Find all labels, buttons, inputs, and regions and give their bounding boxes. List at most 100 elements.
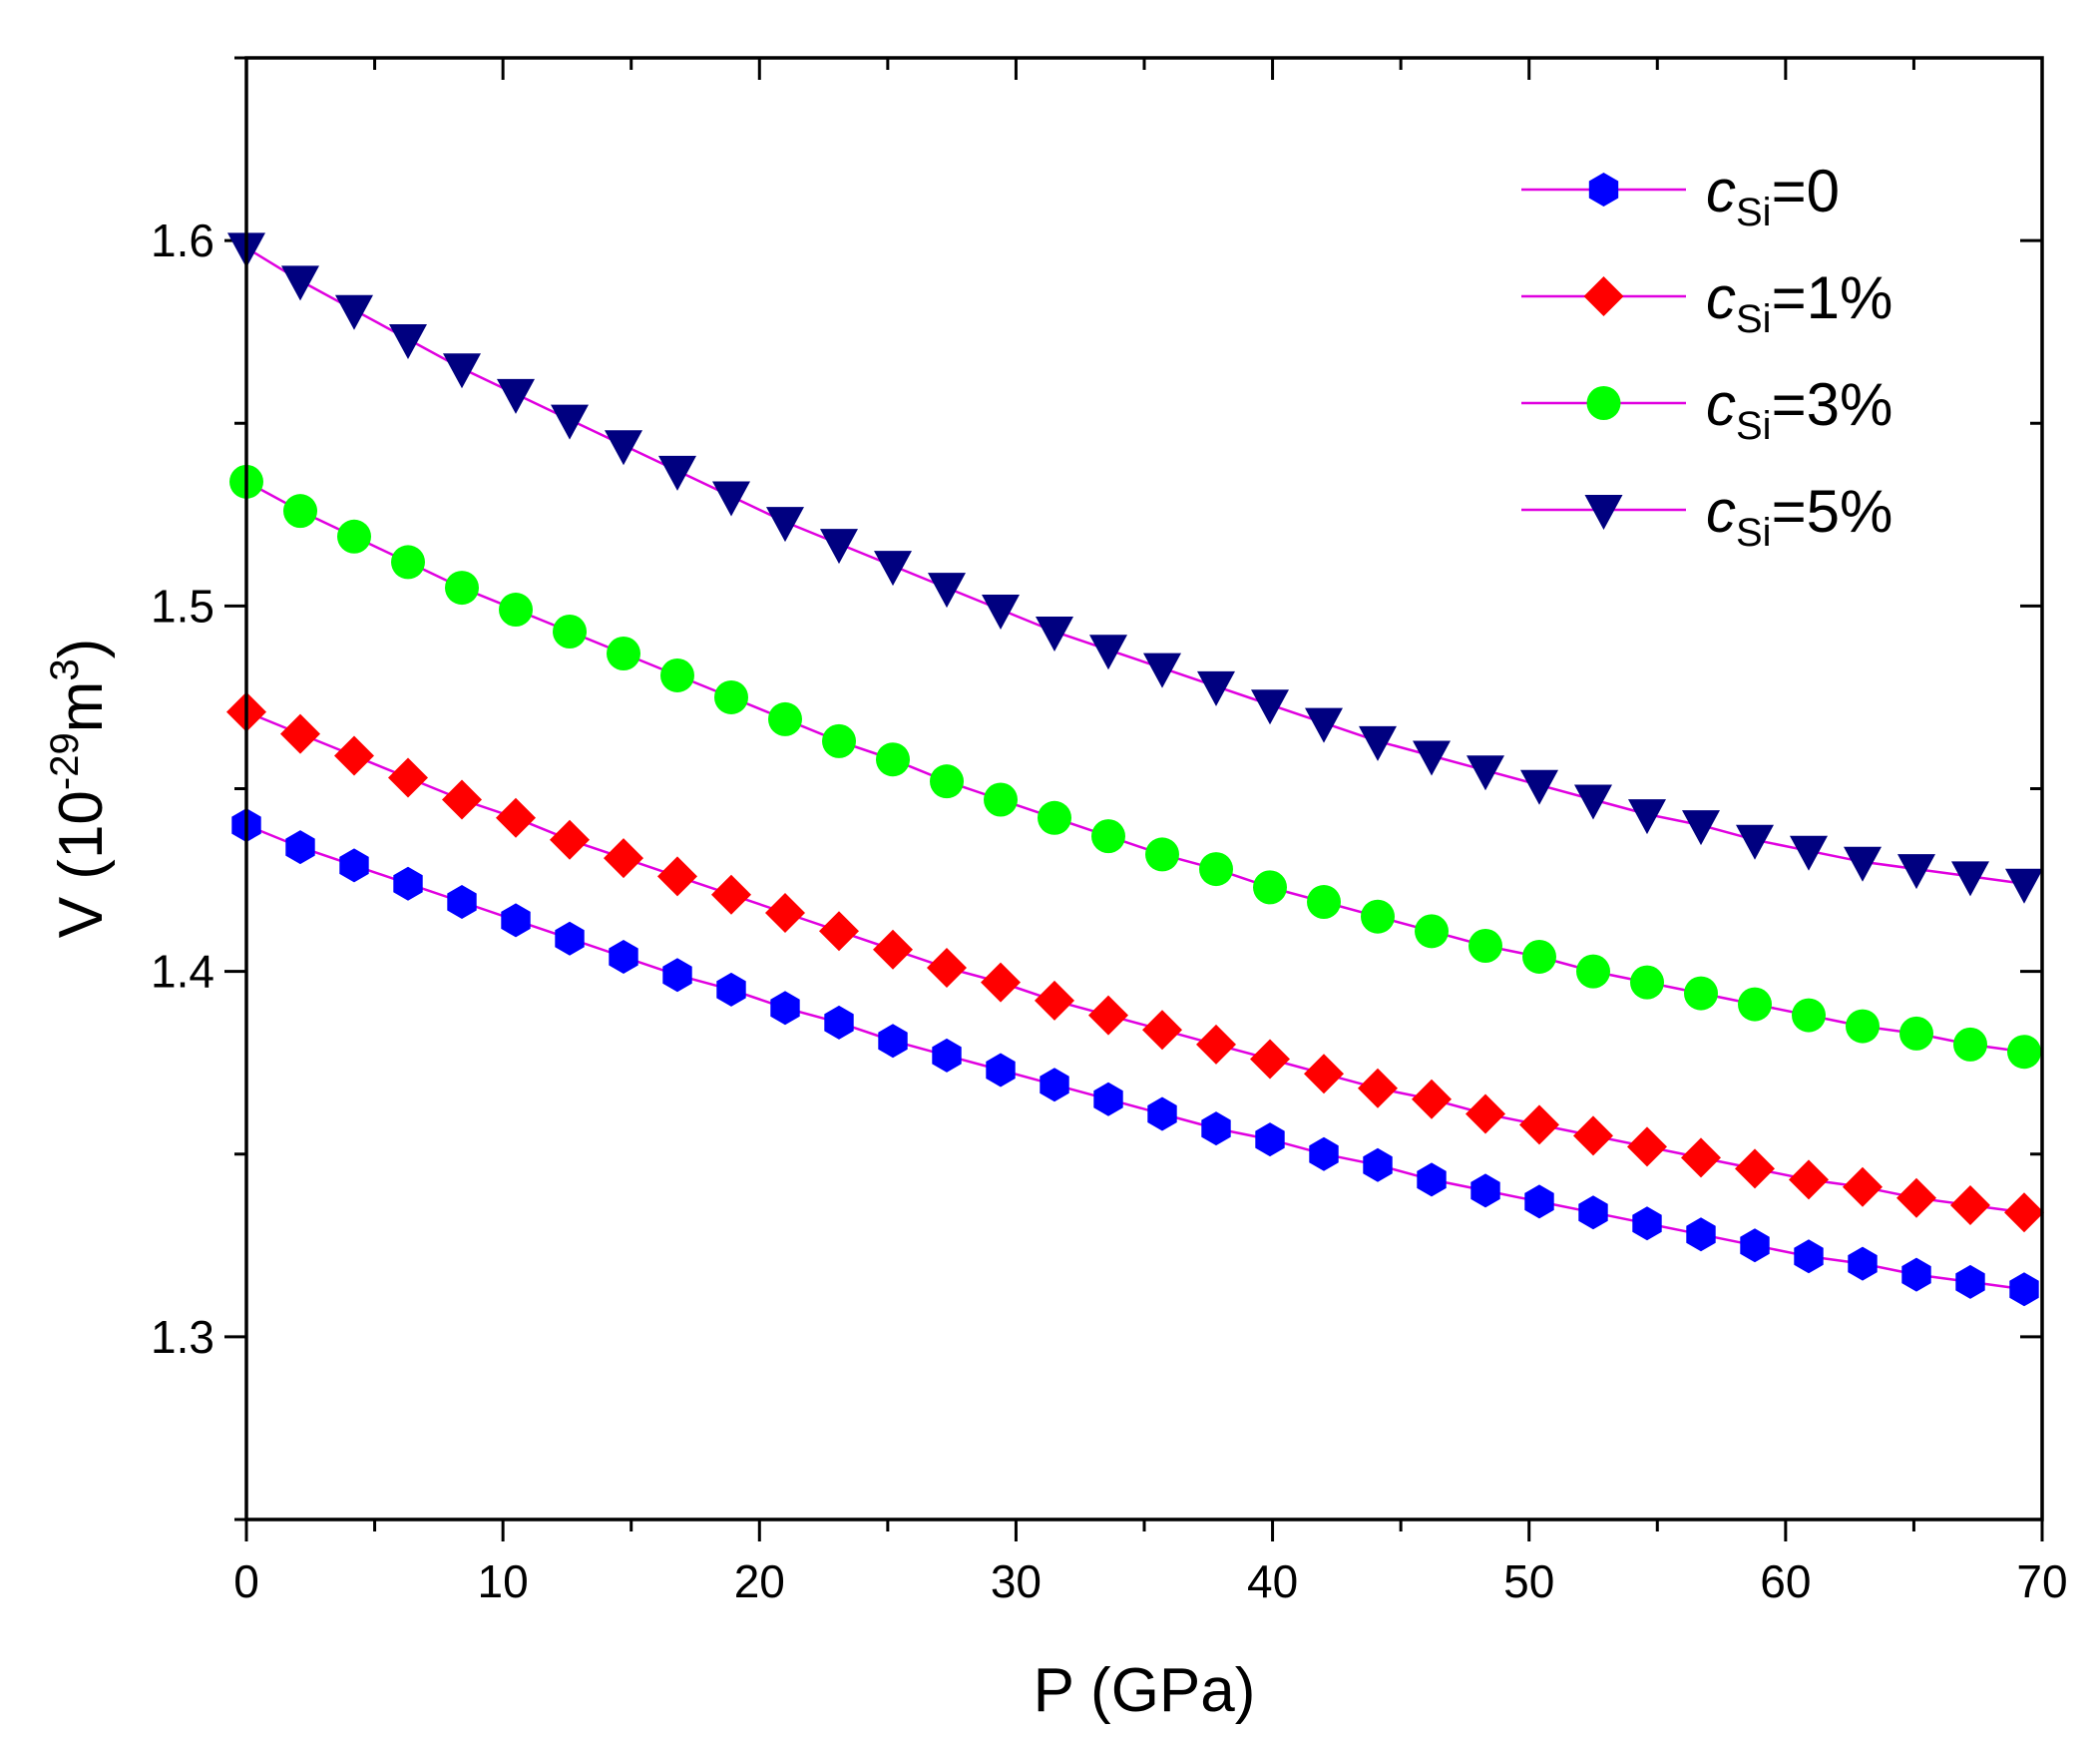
data-point (334, 735, 374, 776)
data-point (1363, 1147, 1393, 1182)
legend-label: cSi=3% (1706, 371, 1892, 448)
data-point (662, 958, 692, 993)
y-axis-title-prefix: V (10 (47, 790, 116, 938)
data-point (927, 948, 967, 988)
data-point (609, 940, 638, 974)
legend-label: cSi=5% (1706, 478, 1892, 555)
data-point (1358, 1068, 1398, 1108)
legend-label-subscript: Si (1736, 511, 1772, 555)
data-point (443, 353, 481, 389)
data-point (280, 713, 320, 754)
data-point (1953, 1027, 1987, 1062)
data-point (1197, 670, 1235, 706)
data-point (389, 324, 427, 359)
y-axis-title-unit-exponent: 3 (43, 658, 87, 680)
y-axis-title: V (10-29m3) (43, 639, 116, 939)
data-point (1361, 899, 1395, 934)
data-point (2005, 868, 2043, 904)
legend-marker (1584, 495, 1623, 530)
data-point (1681, 1137, 1721, 1178)
data-point (2007, 1035, 2041, 1070)
data-point (2004, 1192, 2044, 1233)
y-tick-label: 1.4 (151, 946, 214, 998)
x-tick-label: 40 (1247, 1555, 1298, 1607)
data-point (768, 701, 802, 736)
x-tick-label: 70 (2016, 1555, 2067, 1607)
data-point (1196, 1024, 1236, 1065)
data-point (337, 519, 371, 554)
data-point (1467, 755, 1504, 791)
series-line (245, 246, 2025, 885)
data-point (770, 991, 800, 1026)
data-point (1844, 846, 1882, 882)
data-point (496, 797, 536, 838)
x-axis-title: P (GPa) (1034, 1656, 1256, 1725)
data-point (1897, 854, 1935, 890)
series-1 (231, 808, 2039, 1307)
data-point (607, 636, 640, 670)
y-axis-title-suffix: ) (47, 639, 116, 659)
data-point (1628, 799, 1666, 835)
data-point (1846, 1009, 1880, 1044)
legend-item: cSi=0 (1521, 158, 1840, 234)
x-tick-label: 20 (734, 1555, 785, 1607)
data-point (984, 782, 1018, 817)
x-tick-label: 50 (1503, 1555, 1554, 1607)
series-line (245, 480, 2025, 1054)
data-point (1843, 1166, 1883, 1207)
data-point (657, 856, 697, 897)
series-4 (227, 232, 2043, 904)
data-point (550, 819, 590, 860)
data-point (1253, 870, 1287, 905)
data-point (1040, 1068, 1069, 1102)
data-point (819, 911, 859, 952)
data-point (986, 1053, 1016, 1088)
data-point (1686, 1217, 1716, 1252)
data-point (820, 529, 858, 565)
data-point (551, 404, 589, 440)
data-point (1250, 1039, 1290, 1080)
data-point (388, 757, 428, 798)
data-point (1466, 1093, 1505, 1134)
data-point (335, 294, 373, 330)
legend-marker (1586, 386, 1621, 420)
data-point (1682, 810, 1720, 846)
data-point (660, 657, 694, 692)
data-point (1413, 740, 1451, 776)
legend-label-value: =0 (1772, 158, 1840, 224)
legend-marker (1588, 173, 1619, 207)
y-axis-title-exponent: -29 (43, 732, 87, 790)
data-point (930, 764, 964, 799)
data-point (1304, 1054, 1344, 1094)
legend-label-subscript: Si (1736, 404, 1772, 448)
data-point (1145, 837, 1179, 872)
data-point (1035, 980, 1074, 1021)
y-tick-label: 1.3 (151, 1311, 214, 1363)
data-point (1307, 885, 1341, 920)
data-point (1901, 1257, 1931, 1292)
data-point (1305, 707, 1343, 743)
data-point (1792, 998, 1826, 1033)
data-point (1789, 1159, 1829, 1200)
data-point (501, 903, 531, 938)
series-line (245, 710, 2025, 1214)
data-point (1469, 928, 1502, 963)
data-point (1738, 987, 1772, 1022)
data-point (499, 593, 533, 628)
data-point (442, 779, 482, 820)
data-point (391, 545, 425, 580)
data-point (1520, 769, 1558, 805)
data-point (1790, 835, 1828, 871)
data-point (1251, 689, 1289, 725)
legend-item: cSi=3% (1521, 371, 1892, 448)
data-point (1574, 784, 1612, 820)
data-point (1955, 1264, 1985, 1299)
data-point (711, 874, 751, 915)
legend-item: cSi=5% (1521, 478, 1892, 555)
data-point (1630, 965, 1664, 1000)
data-point (1417, 1162, 1447, 1197)
data-point (716, 972, 746, 1007)
data-point (604, 838, 643, 879)
data-point (982, 595, 1020, 630)
